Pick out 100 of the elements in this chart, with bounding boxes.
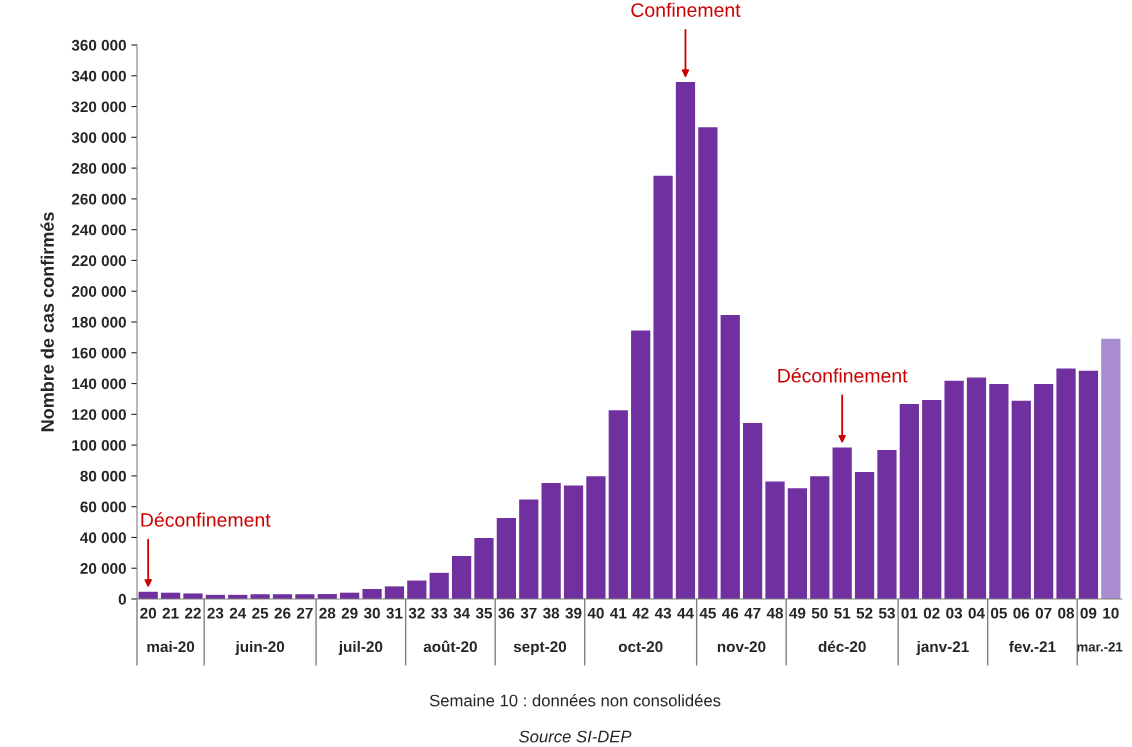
x-tick-label: 32 xyxy=(408,607,425,619)
y-tick-label: 260 000 xyxy=(71,193,126,205)
y-tick-label: 100 000 xyxy=(72,439,126,451)
text: fev.-21 xyxy=(1009,640,1056,653)
x-tick-label: 08 xyxy=(1058,607,1075,619)
bar xyxy=(989,384,1009,599)
y-tick-label: 120 000 xyxy=(72,409,126,421)
y-tick-label: 320 000 xyxy=(71,101,126,113)
x-tick-label: 51 xyxy=(834,607,851,619)
x-tick-label: 46 xyxy=(721,607,739,619)
x-tick-label: 40 xyxy=(587,607,604,619)
x-tick-label: 05 xyxy=(990,607,1007,619)
x-tick-label: 24 xyxy=(229,607,247,619)
x-tick-label: 43 xyxy=(654,607,672,619)
x-tick-label: 01 xyxy=(901,607,918,619)
x-tick-label: 07 xyxy=(1035,607,1052,619)
text: nov-20 xyxy=(717,641,766,653)
bar xyxy=(519,499,539,599)
y-tick-label: 340 000 xyxy=(71,70,126,82)
bar xyxy=(608,410,628,599)
x-tick-label: 48 xyxy=(766,607,784,619)
x-tick-label: 36 xyxy=(498,607,515,619)
bar xyxy=(854,472,875,599)
text: Semaine 10 : données non consolidées xyxy=(429,694,721,707)
x-tick-label: 31 xyxy=(386,607,403,619)
x-tick-label: 49 xyxy=(789,607,806,619)
y-tick-label: 0 xyxy=(118,593,126,605)
bar xyxy=(832,447,852,599)
y-tick-label: 60 000 xyxy=(80,501,126,513)
bar xyxy=(944,380,964,599)
x-tick-label: 23 xyxy=(207,607,224,619)
bar xyxy=(787,488,808,599)
y-tick-label: 360 000 xyxy=(71,39,126,51)
y-tick-label: 40 000 xyxy=(80,532,126,544)
x-tick-label: 53 xyxy=(878,607,895,619)
x-tick-label: 25 xyxy=(252,607,269,619)
x-tick-label: 09 xyxy=(1080,607,1097,619)
bar xyxy=(451,555,472,599)
x-tick-label: 20 xyxy=(140,607,157,619)
y-tick-label: 20 000 xyxy=(80,563,126,574)
x-tick-label: 03 xyxy=(946,607,963,619)
x-tick-label: 35 xyxy=(475,607,493,619)
annotation: Déconfinement xyxy=(141,512,271,527)
y-tick-label: 220 000 xyxy=(71,255,126,267)
text: oct-20 xyxy=(618,641,663,653)
x-tick-label: 44 xyxy=(677,607,694,619)
y-tick-label: 200 000 xyxy=(71,286,126,297)
y-axis-title: Nombre de cas confirmés xyxy=(40,212,54,432)
y-tick-label: 180 000 xyxy=(72,316,126,328)
y-tick-label: 160 000 xyxy=(72,347,126,359)
x-tick-label: 30 xyxy=(363,607,380,619)
bar xyxy=(631,330,651,599)
text: juin-20 xyxy=(235,640,285,656)
bar xyxy=(899,404,919,599)
bar xyxy=(698,127,718,599)
y-tick-label: 300 000 xyxy=(71,132,126,144)
source-note: Source SI-DEP xyxy=(519,730,632,743)
x-tick-label: 22 xyxy=(185,607,201,619)
x-tick-label: 34 xyxy=(453,607,471,619)
x-tick-label: 04 xyxy=(968,607,985,619)
bar xyxy=(1011,400,1031,599)
bar xyxy=(384,586,405,599)
x-tick-label: 29 xyxy=(341,607,358,619)
y-tick-label: 240 000 xyxy=(71,224,126,236)
x-tick-label: 33 xyxy=(431,607,448,619)
bar xyxy=(675,81,696,599)
y-tick-label: 140 000 xyxy=(72,378,126,390)
text: mai-20 xyxy=(147,640,195,653)
bar xyxy=(183,593,203,599)
bar xyxy=(922,400,942,599)
bar xyxy=(407,580,427,599)
x-tick-label: 39 xyxy=(565,607,582,619)
bar xyxy=(1101,338,1121,599)
y-tick-label: 280 000 xyxy=(71,162,126,174)
bar xyxy=(429,572,449,599)
annotation: Déconfinement xyxy=(778,368,908,383)
x-tick-label: 26 xyxy=(274,607,291,619)
x-tick-label: 52 xyxy=(856,607,873,619)
text: déc-20 xyxy=(818,640,866,653)
x-tick-label: 37 xyxy=(520,607,537,619)
text: mar.-21 xyxy=(1077,642,1123,652)
bar xyxy=(966,377,987,599)
x-tick-label: 41 xyxy=(610,607,627,619)
bar xyxy=(810,476,830,599)
bar xyxy=(496,517,516,599)
bar xyxy=(563,485,584,599)
y-tick-label: 80 000 xyxy=(80,470,126,482)
x-tick-label: 10 xyxy=(1103,607,1119,619)
bar xyxy=(877,450,897,599)
text: janv-21 xyxy=(916,640,969,656)
x-tick-label: 21 xyxy=(162,607,179,619)
bar xyxy=(653,175,673,599)
bar xyxy=(541,483,561,599)
bar xyxy=(1056,368,1076,599)
text: août-20 xyxy=(423,640,477,653)
bar xyxy=(743,422,763,599)
text: juil-20 xyxy=(338,640,383,656)
bar xyxy=(362,589,382,599)
annotation: Confinement xyxy=(631,2,741,17)
x-tick-label: 45 xyxy=(699,607,716,619)
